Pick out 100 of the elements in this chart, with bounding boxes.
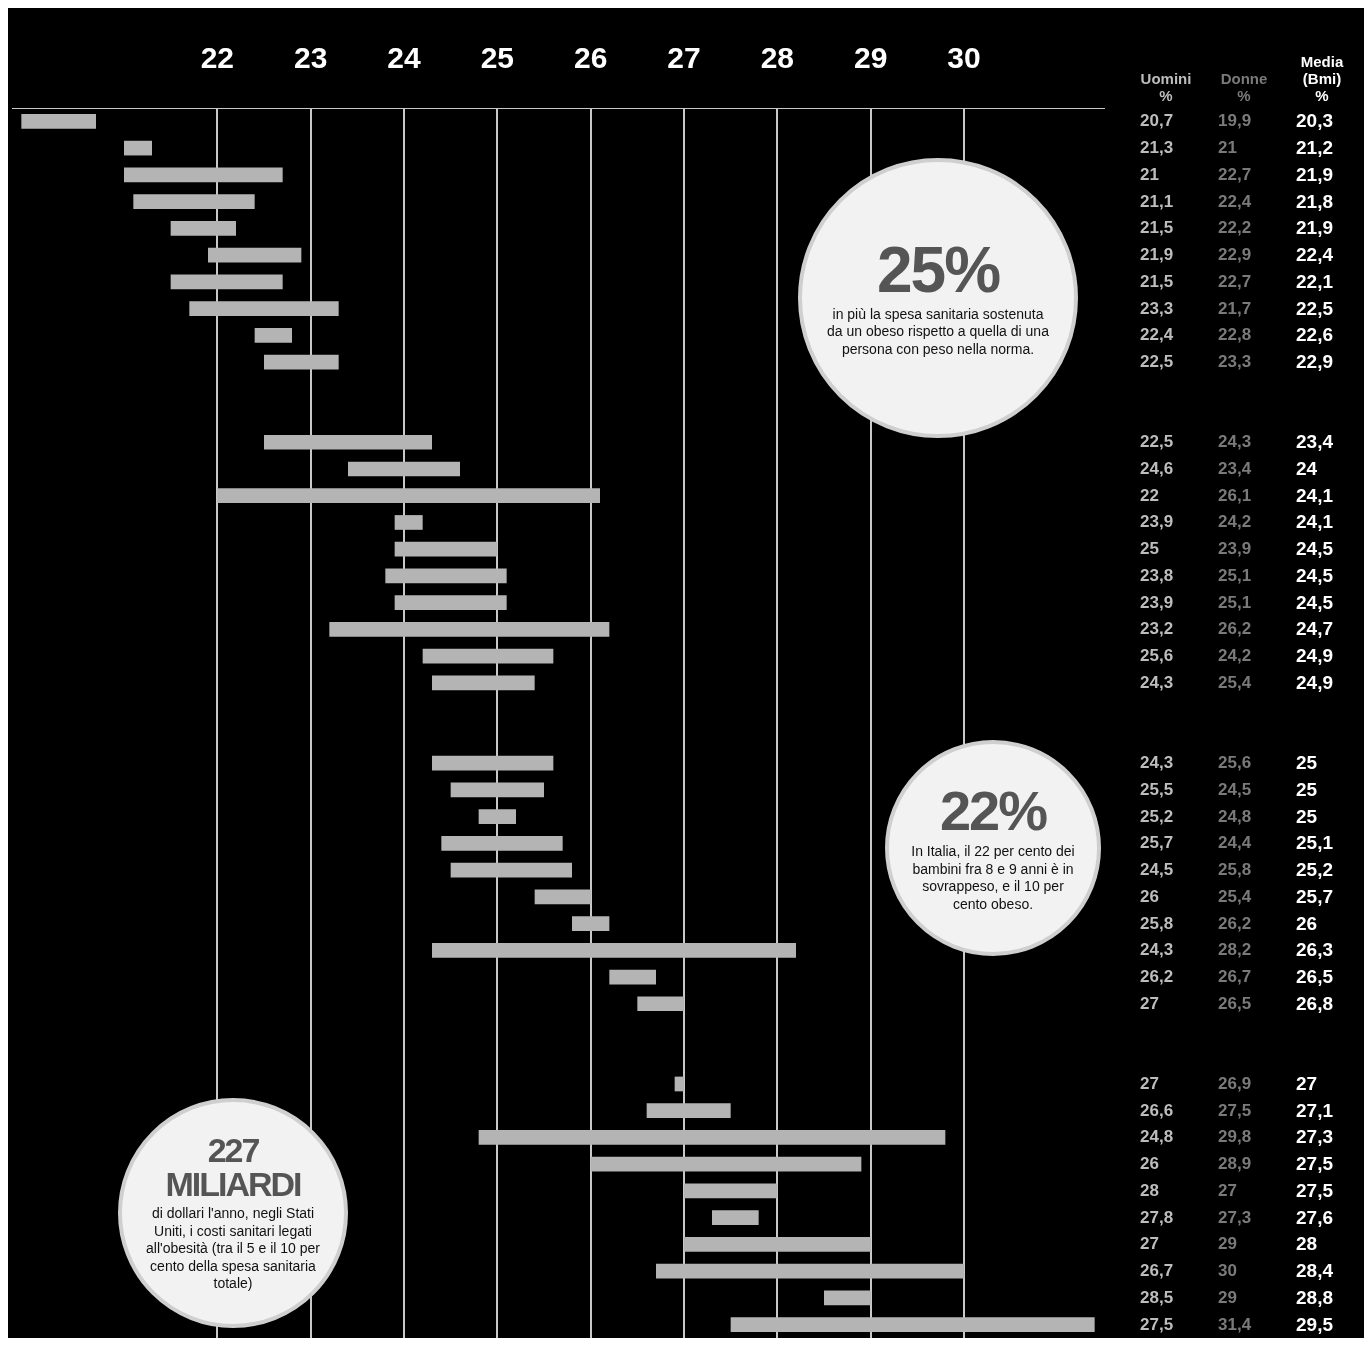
- text: 26,9: [1218, 1072, 1252, 1095]
- text: 27: [1296, 1072, 1318, 1095]
- text: 27,5: [1140, 1313, 1174, 1336]
- text: 24,5: [1140, 859, 1174, 882]
- bar: [572, 916, 610, 931]
- annotation: In Italia, il 22 per cento dei bambini fra 8 e 9 anni è in sovrappeso, e il 10 per cento obeso.: [910, 843, 1076, 913]
- text: 28: [1140, 1179, 1159, 1202]
- text: 21,5: [1140, 217, 1174, 240]
- text: 24,2: [1218, 511, 1252, 534]
- x-tick-label: 25: [480, 41, 515, 75]
- annotation: in più la spesa sanitaria sostenuta da un obeso rispetto a quella di una persona con peso nella norma.: [826, 305, 1050, 359]
- text: 21,9: [1140, 244, 1174, 267]
- text: 22,7: [1218, 270, 1252, 293]
- text: 25,6: [1140, 645, 1174, 668]
- text: 21,9: [1296, 217, 1333, 240]
- text: 22,5: [1140, 431, 1174, 454]
- bar: [394, 515, 423, 530]
- text: 24: [1296, 457, 1318, 480]
- text: 24,5: [1296, 564, 1333, 587]
- text: 25: [1296, 805, 1318, 828]
- bar: [217, 488, 600, 504]
- text: 22,1: [1296, 270, 1333, 293]
- annotation: di dollari l'anno, negli Stati Uniti, i costi sanitari legati all'obesità (tra il 5 e il 10 per cento della spesa sanitaria totale): [145, 1205, 321, 1293]
- text: 25,5: [1140, 778, 1174, 801]
- text: 23,3: [1140, 297, 1174, 320]
- text: 25,1: [1218, 564, 1252, 587]
- text: 20,3: [1296, 110, 1333, 133]
- bar: [264, 434, 432, 450]
- text: 27: [1140, 1233, 1159, 1256]
- text: 29,5: [1296, 1313, 1333, 1336]
- text: Uomini %: [1139, 70, 1193, 104]
- text: 29: [1218, 1233, 1237, 1256]
- text: 26,2: [1218, 618, 1252, 641]
- text: 25,7: [1140, 832, 1174, 855]
- text: 21: [1140, 163, 1159, 186]
- text: 28,2: [1218, 939, 1252, 962]
- text: 24,5: [1296, 591, 1333, 614]
- bar: [712, 1210, 759, 1226]
- text: 22,5: [1296, 297, 1333, 320]
- bar: [189, 301, 339, 316]
- text: 21,1: [1140, 190, 1174, 213]
- text: 27,3: [1296, 1126, 1333, 1149]
- text: 26,6: [1140, 1099, 1174, 1122]
- text: 24,3: [1140, 752, 1174, 775]
- text: 27: [1140, 992, 1159, 1015]
- text: 27,5: [1296, 1153, 1333, 1176]
- text: 22,4: [1140, 324, 1174, 347]
- bar: [824, 1290, 871, 1306]
- text: 24,2: [1218, 645, 1252, 668]
- bar: [450, 862, 572, 878]
- text: 28,9: [1218, 1153, 1252, 1176]
- bar: [441, 835, 563, 851]
- text: 26,5: [1296, 966, 1333, 989]
- text: 28,8: [1296, 1286, 1333, 1309]
- text: 21: [1218, 137, 1237, 160]
- text: 22,8: [1218, 324, 1252, 347]
- text: 29,8: [1218, 1126, 1252, 1149]
- bar: [348, 461, 460, 477]
- text: 23,4: [1296, 431, 1333, 454]
- bar: [208, 247, 302, 263]
- text: 22,5: [1140, 351, 1174, 373]
- annotation: 227 MILIARDI: [164, 1131, 302, 1204]
- bar: [170, 274, 283, 290]
- text: 25: [1140, 538, 1159, 561]
- text: 26,7: [1140, 1260, 1174, 1283]
- bar: [478, 809, 516, 824]
- text: 25,4: [1218, 671, 1252, 694]
- text: 24,3: [1218, 431, 1252, 454]
- text: 26: [1140, 885, 1159, 908]
- text: 26,3: [1296, 939, 1333, 962]
- x-tick-label: 27: [667, 41, 701, 75]
- text: 22,9: [1218, 244, 1252, 267]
- text: 25,4: [1218, 885, 1252, 908]
- text: 27,5: [1218, 1099, 1252, 1122]
- text: 24,8: [1218, 805, 1252, 828]
- text: 26,8: [1296, 992, 1333, 1015]
- bar: [432, 675, 535, 691]
- text: 25,2: [1140, 805, 1174, 828]
- text: 24,9: [1296, 671, 1333, 694]
- text: 22,2: [1218, 217, 1252, 240]
- text: 27: [1218, 1179, 1237, 1202]
- text: 28,4: [1296, 1260, 1333, 1283]
- text: 24,4: [1218, 832, 1252, 855]
- text: 24,5: [1218, 778, 1252, 801]
- bar: [646, 1103, 731, 1119]
- text: 24,8: [1140, 1126, 1174, 1149]
- bar: [684, 1183, 778, 1199]
- text: Media (Bmi) %: [1299, 53, 1345, 104]
- text: 22: [1140, 484, 1159, 507]
- bar: [478, 1130, 946, 1145]
- text: 27,1: [1296, 1099, 1333, 1122]
- bar: [133, 194, 255, 209]
- bar: [730, 1317, 1095, 1332]
- bar: [264, 354, 339, 370]
- text: 26,5: [1218, 992, 1252, 1015]
- text: 26,7: [1218, 966, 1252, 988]
- text: 21,7: [1218, 297, 1252, 320]
- text: 27,3: [1218, 1206, 1252, 1229]
- text: 27,8: [1140, 1206, 1174, 1229]
- text: 24,3: [1140, 671, 1174, 694]
